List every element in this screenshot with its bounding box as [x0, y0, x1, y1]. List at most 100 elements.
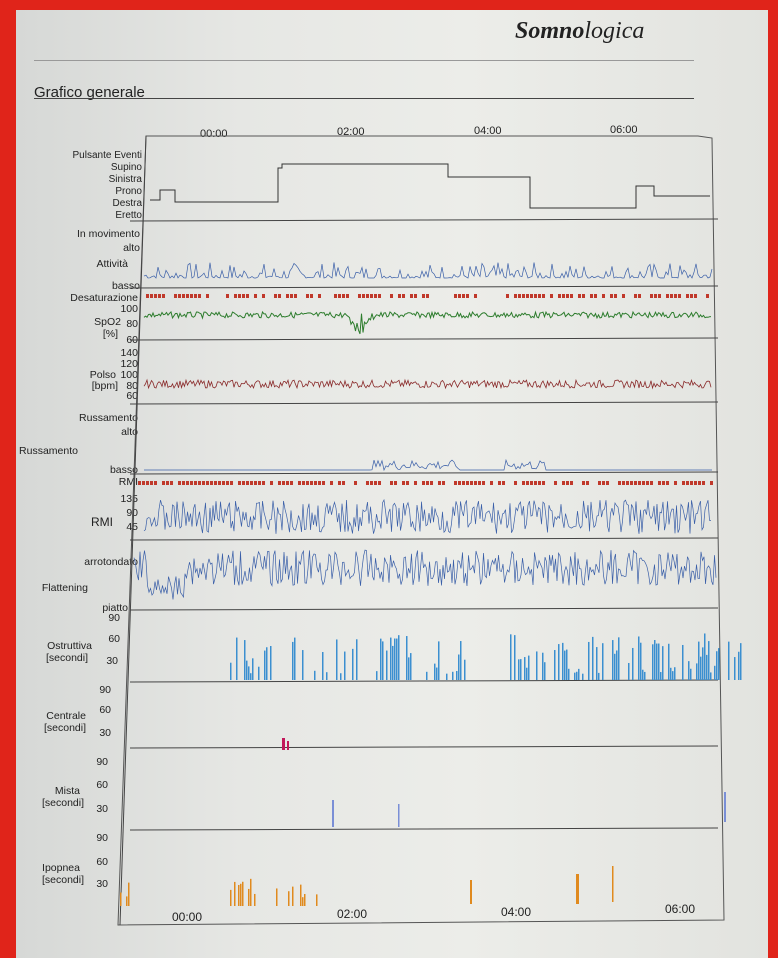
- desaturation-marker: [318, 294, 321, 298]
- rmi-marker: [634, 481, 637, 485]
- rmi-marker: [442, 481, 445, 485]
- panel-divider: [129, 607, 719, 611]
- label-spo2-name: SpO2: [94, 316, 121, 328]
- obstructive-event-bar: [674, 667, 676, 680]
- label-attivita: Attività: [96, 258, 128, 270]
- obstructive-event-bar: [398, 635, 400, 680]
- obstructive-event-bar: [718, 648, 720, 680]
- obstructive-event-bar: [690, 668, 692, 680]
- obstructive-event-bar: [672, 671, 674, 680]
- mixed-event-bar: [332, 800, 334, 827]
- desaturation-marker: [206, 294, 209, 298]
- rmi-marker: [138, 481, 141, 485]
- label-spo2-100: 100: [120, 303, 138, 315]
- rmi-marker: [318, 481, 321, 485]
- desaturation-marker: [174, 294, 177, 298]
- obstructive-event-bar: [702, 647, 704, 680]
- rmi-marker: [490, 481, 493, 485]
- rmi-marker: [474, 481, 477, 485]
- label-polso-100: 100: [120, 369, 138, 381]
- rmi-marker: [242, 481, 245, 485]
- obstructive-event-bar: [248, 666, 250, 680]
- time-label-bottom-0600: 06:00: [665, 902, 696, 916]
- rmi-marker: [602, 481, 605, 485]
- panel-divider: [129, 679, 719, 683]
- rmi-marker: [354, 481, 357, 485]
- rmi-marker: [310, 481, 313, 485]
- rmi-marker: [694, 481, 697, 485]
- label-ostr-30: 30: [106, 655, 118, 667]
- obstructive-event-bar: [682, 644, 684, 680]
- desaturation-marker: [402, 294, 405, 298]
- desaturation-marker: [674, 294, 677, 298]
- label-cent-60: 60: [99, 704, 111, 716]
- desaturation-marker: [530, 294, 533, 298]
- panel-divider: [129, 337, 719, 341]
- hypopnea-event-bar: [248, 888, 250, 906]
- label-polso-60: 60: [126, 390, 138, 402]
- spo2-trace: [143, 310, 712, 335]
- obstructive-event-bar: [456, 670, 458, 680]
- label-eretto: Eretto: [115, 210, 142, 221]
- hypopnea-event-bar: [120, 892, 122, 906]
- time-label-top-0200: 02:00: [337, 126, 365, 138]
- obstructive-event-bar: [660, 672, 662, 680]
- time-label-top-0000: 00:00: [200, 128, 228, 140]
- obstructive-event-bar: [352, 648, 354, 680]
- obstructive-event-bar: [390, 637, 392, 680]
- obstructive-event-bar: [294, 637, 296, 680]
- desaturation-marker: [254, 294, 257, 298]
- obstructive-event-bar: [510, 634, 512, 680]
- label-mista-30: 30: [96, 803, 108, 815]
- rmi-marker: [650, 481, 653, 485]
- obstructive-event-bar: [410, 653, 412, 680]
- obstructive-event-bar: [408, 657, 410, 680]
- rmi-marker: [194, 481, 197, 485]
- hypopnea-event-bar: [612, 866, 614, 902]
- hypopnea-event-bar: [126, 896, 128, 906]
- desaturation-marker: [566, 294, 569, 298]
- obstructive-event-bar: [566, 649, 568, 680]
- snoring-trace: [144, 458, 712, 472]
- brand-bold: Somno: [515, 18, 585, 44]
- desaturation-marker: [590, 294, 593, 298]
- label-ostr-90: 90: [108, 612, 120, 624]
- obstructive-event-bar: [452, 671, 454, 680]
- rmi-marker: [150, 481, 153, 485]
- obstructive-event-bar: [578, 668, 580, 680]
- rmi-marker: [250, 481, 253, 485]
- label-pulsante-eventi: Pulsante Eventi: [72, 150, 143, 161]
- rmi-marker: [658, 481, 661, 485]
- rmi-marker: [530, 481, 533, 485]
- desaturation-marker: [594, 294, 597, 298]
- obstructive-event-bar: [656, 643, 658, 680]
- obstructive-event-bar: [460, 641, 462, 680]
- obstructive-event-bar: [558, 644, 560, 680]
- rmi-marker: [218, 481, 221, 485]
- label-mista-60: 60: [96, 779, 108, 791]
- rmi-marker: [286, 481, 289, 485]
- desaturation-marker: [706, 294, 709, 298]
- desaturation-marker: [194, 294, 197, 298]
- desaturation-marker: [526, 294, 529, 298]
- obstructive-event-bar: [568, 668, 570, 680]
- rmi-marker: [542, 481, 545, 485]
- rmi-marker: [230, 481, 233, 485]
- rmi-marker: [206, 481, 209, 485]
- desaturation-marker: [602, 294, 605, 298]
- desaturation-marker: [670, 294, 673, 298]
- left-axis: [119, 135, 147, 926]
- desaturation-marker: [610, 294, 613, 298]
- obstructive-event-bar: [592, 636, 594, 680]
- desaturation-marker: [178, 294, 181, 298]
- rmi-marker: [618, 481, 621, 485]
- desaturation-marker: [454, 294, 457, 298]
- rmi-marker: [598, 481, 601, 485]
- rmi-marker: [626, 481, 629, 485]
- rmi-marker: [482, 481, 485, 485]
- desaturation-marker: [514, 294, 517, 298]
- desaturation-marker: [686, 294, 689, 298]
- hypopnea-event-bar: [292, 886, 294, 906]
- obstructive-event-bar: [654, 640, 656, 680]
